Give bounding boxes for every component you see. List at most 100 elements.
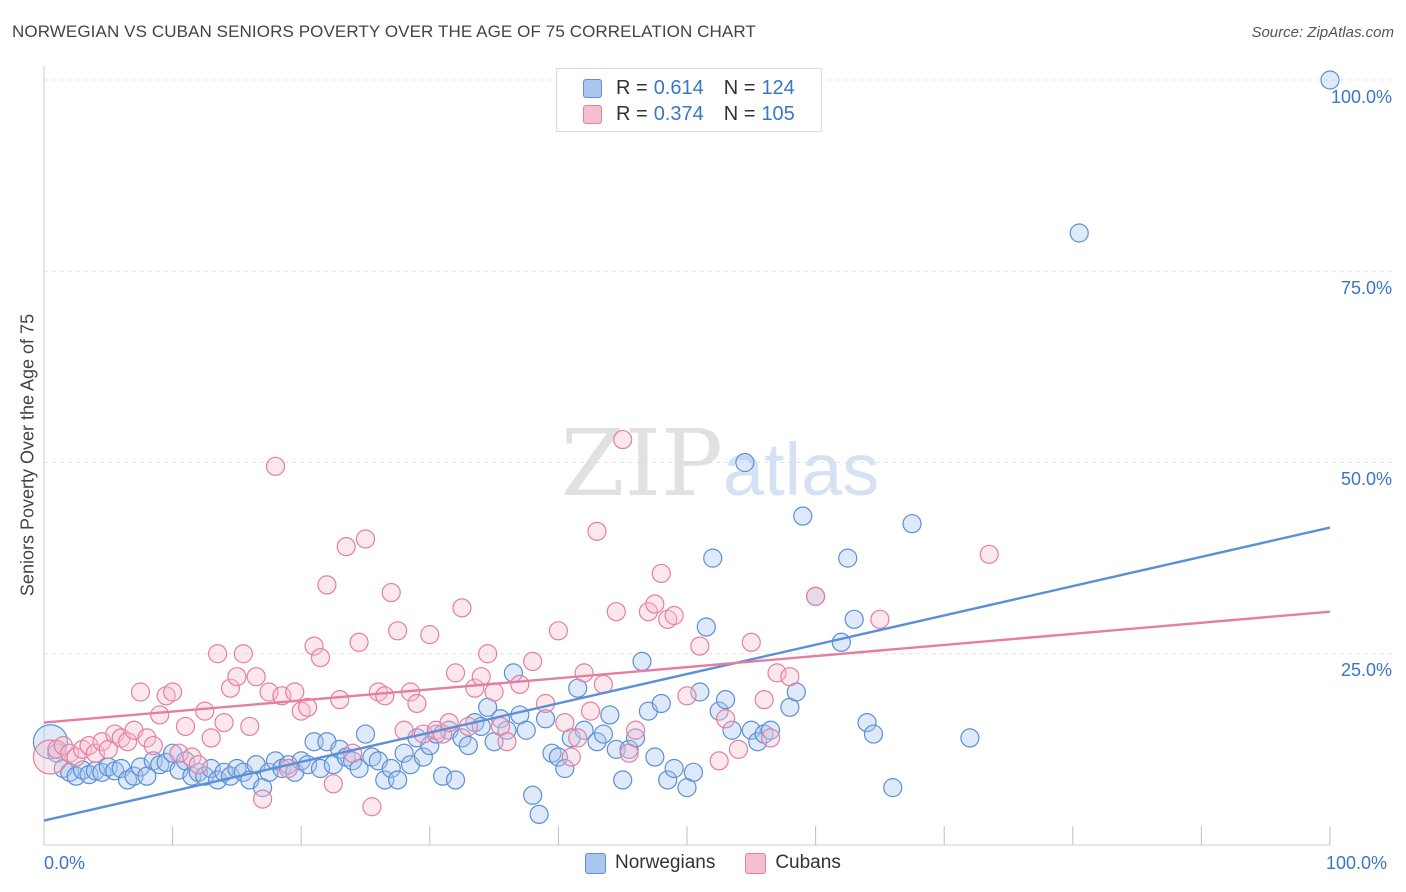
data-point-cubans xyxy=(754,690,774,710)
r-label: R = xyxy=(616,76,648,99)
legend-item-cubans[interactable]: Cubans xyxy=(745,852,841,874)
data-point-norwegians xyxy=(613,770,633,790)
data-point-norwegians xyxy=(195,766,215,786)
data-point-cubans xyxy=(53,735,73,756)
data-point-norwegians xyxy=(343,751,363,771)
data-point-cubans xyxy=(163,682,183,702)
data-point-cubans xyxy=(208,644,228,664)
stats-legend: R = 0.614 N = 124 R = 0.374 N = 105 xyxy=(556,68,822,132)
data-point-cubans xyxy=(606,602,626,622)
n-value: 105 xyxy=(761,102,795,125)
data-point-cubans xyxy=(651,563,671,584)
data-point-cubans xyxy=(510,674,530,694)
data-point-cubans xyxy=(233,644,253,664)
data-point-cubans xyxy=(568,728,588,748)
legend-item-norwegians[interactable]: Norwegians xyxy=(585,852,715,874)
data-point-norwegians xyxy=(587,732,607,752)
data-point-cubans xyxy=(555,712,575,733)
data-point-cubans xyxy=(130,682,151,702)
y-tick-label: 50.0% xyxy=(1340,469,1392,489)
data-point-norwegians xyxy=(433,766,453,786)
data-point-cubans xyxy=(201,728,221,748)
data-point-cubans xyxy=(381,582,401,603)
data-point-norwegians xyxy=(310,758,331,779)
data-point-cubans xyxy=(728,739,749,759)
data-point-cubans xyxy=(182,747,202,767)
data-point-norwegians xyxy=(664,758,684,779)
data-point-norwegians xyxy=(523,785,543,805)
data-point-cubans xyxy=(285,682,305,702)
data-point-cubans xyxy=(870,609,890,629)
y-tick-label: 25.0% xyxy=(1340,660,1392,680)
data-point-cubans xyxy=(259,682,279,702)
data-point-norwegians xyxy=(600,705,620,725)
n-value: 124 xyxy=(761,76,795,99)
data-point-norwegians xyxy=(555,758,575,779)
data-point-norwegians xyxy=(709,701,729,721)
data-point-cubans xyxy=(478,644,498,664)
data-point-cubans xyxy=(535,693,556,714)
data-point-cubans xyxy=(272,686,292,706)
data-point-norwegians xyxy=(535,709,556,729)
data-point-norwegians xyxy=(529,804,549,825)
r-value: 0.374 xyxy=(653,102,704,125)
data-point-cubans xyxy=(150,705,170,725)
series-legend: Norwegians Cubans xyxy=(585,852,871,874)
data-point-cubans xyxy=(574,663,594,683)
n-label: N = xyxy=(723,76,756,99)
data-point-norwegians xyxy=(960,728,980,748)
data-point-cubans xyxy=(188,755,208,775)
data-point-cubans xyxy=(265,456,286,476)
data-point-norwegians xyxy=(857,712,877,733)
data-point-norwegians xyxy=(394,743,414,763)
data-point-norwegians xyxy=(593,724,614,744)
data-point-norwegians xyxy=(902,514,922,534)
data-point-cubans xyxy=(465,678,485,698)
data-point-cubans xyxy=(227,667,247,687)
data-point-cubans xyxy=(298,697,318,717)
data-point-cubans xyxy=(587,521,607,541)
data-point-norwegians xyxy=(458,735,478,756)
y-axis-label: Seniors Poverty Over the Age of 75 xyxy=(17,313,38,597)
data-point-norwegians xyxy=(831,632,851,652)
legend-label: Norwegians xyxy=(615,852,716,873)
data-point-cubans xyxy=(471,667,491,687)
data-point-cubans xyxy=(452,598,472,618)
data-point-cubans xyxy=(375,686,395,706)
data-point-cubans xyxy=(445,663,466,683)
data-point-cubans xyxy=(715,709,736,729)
data-point-norwegians xyxy=(863,724,884,744)
data-point-cubans xyxy=(420,625,440,645)
data-point-cubans xyxy=(336,537,356,557)
data-point-cubans xyxy=(343,743,363,763)
chart-title: NORWEGIAN VS CUBAN SENIORS POVERTY OVER … xyxy=(12,22,756,41)
data-point-cubans xyxy=(677,686,697,706)
data-point-cubans xyxy=(169,743,189,763)
data-point-norwegians xyxy=(201,758,221,779)
data-point-cubans xyxy=(625,720,646,740)
data-point-cubans xyxy=(619,743,639,763)
data-point-cubans xyxy=(638,602,659,622)
data-point-cubans xyxy=(66,747,86,767)
data-point-cubans xyxy=(246,667,266,687)
legend-row-cubans: R = 0.374 N = 105 xyxy=(583,102,795,126)
data-point-cubans xyxy=(355,529,376,549)
data-point-norwegians xyxy=(388,770,408,790)
data-point-norwegians xyxy=(445,770,466,790)
data-point-norwegians xyxy=(516,720,536,740)
data-point-cubans xyxy=(664,605,684,626)
data-point-cubans xyxy=(613,429,633,450)
data-point-cubans xyxy=(323,774,343,794)
data-point-cubans xyxy=(523,651,543,672)
data-point-cubans xyxy=(561,747,581,767)
data-point-cubans xyxy=(330,690,350,710)
data-point-cubans xyxy=(388,621,408,641)
data-point-norwegians xyxy=(703,548,723,568)
x-tick-label: 100.0% xyxy=(1326,853,1388,873)
data-point-cubans xyxy=(690,636,710,656)
data-point-norwegians xyxy=(844,609,864,629)
data-point-norwegians xyxy=(760,720,781,740)
y-tick-label: 100.0% xyxy=(1330,87,1392,107)
data-point-norwegians xyxy=(632,651,652,672)
